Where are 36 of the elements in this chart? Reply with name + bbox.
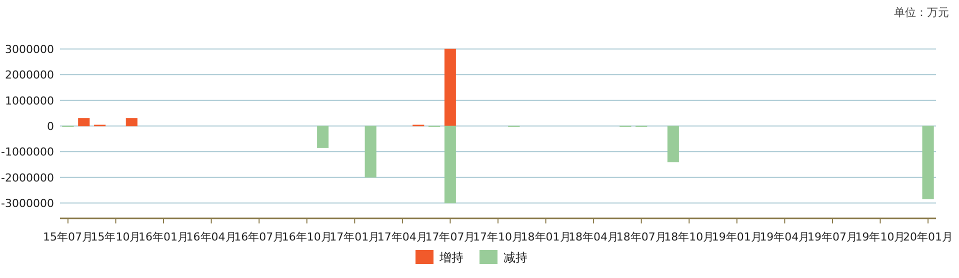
y-tick-label: -2000000 xyxy=(1,171,54,184)
y-tick-label: 2000000 xyxy=(5,68,54,82)
y-tick-label: -3000000 xyxy=(1,197,54,210)
x-tick-label: 16年01月 xyxy=(138,230,189,244)
x-tick-label: 16年10月 xyxy=(282,230,332,244)
x-tick-label: 19年07月 xyxy=(807,230,858,244)
bar xyxy=(444,48,456,126)
x-tick-label: 18年07月 xyxy=(616,230,666,244)
y-tick-label: 3000000 xyxy=(5,43,54,56)
legend-label: 增持 xyxy=(438,250,464,264)
x-tick-label: 19年01月 xyxy=(712,230,762,244)
bar xyxy=(922,126,934,200)
x-tick-label: 16年04月 xyxy=(186,230,236,244)
bar xyxy=(78,118,90,126)
y-tick-label: -1000000 xyxy=(1,146,54,159)
x-tick-label: 17年04月 xyxy=(377,230,428,244)
x-tick-label: 17年01月 xyxy=(330,230,380,244)
text: 单位：万元 xyxy=(894,6,949,19)
bar xyxy=(444,126,456,204)
y-tick-label: 0 xyxy=(47,120,54,133)
bar xyxy=(316,126,329,148)
x-tick-label: 19年04月 xyxy=(760,230,810,244)
bar xyxy=(667,126,680,162)
x-tick-label: 17年07月 xyxy=(425,230,476,244)
bar xyxy=(126,118,138,126)
x-tick-label: 18年04月 xyxy=(568,230,619,244)
x-tick-label: 18年10月 xyxy=(664,230,714,244)
x-tick-label: 15年07月 xyxy=(42,230,93,244)
y-tick-label: 1000000 xyxy=(5,94,54,108)
legend-label: 减持 xyxy=(504,250,528,264)
x-tick-label: 18年01月 xyxy=(520,230,571,244)
x-tick-label: 17年10月 xyxy=(473,230,523,244)
x-tick-label: 16年07月 xyxy=(234,230,284,244)
x-tick-label: 20年01月 xyxy=(903,230,954,244)
bar xyxy=(364,126,376,178)
x-tick-label: 15年10月 xyxy=(90,230,141,244)
